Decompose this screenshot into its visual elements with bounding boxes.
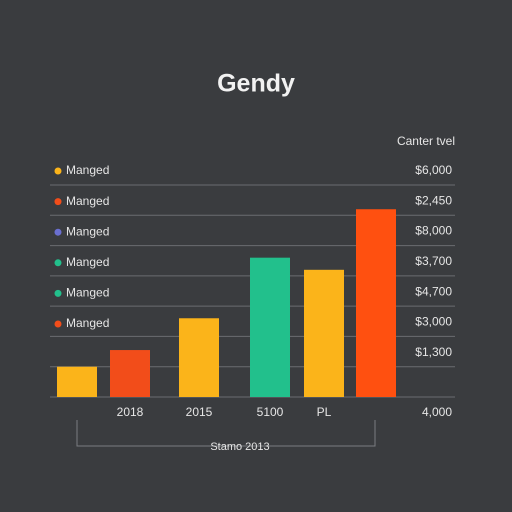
y-tick-label: $8,000: [415, 224, 452, 238]
y-tick-label: $3,000: [415, 315, 452, 329]
y-tick-label: $4,700: [415, 284, 452, 298]
legend-marker: [54, 198, 62, 206]
x-tick-label: 5100: [257, 405, 284, 419]
chart-title: Gendy: [217, 70, 295, 98]
bar: [57, 366, 97, 397]
y-tick-label: 4,000: [422, 405, 452, 419]
y-axis-label: Canter tvel: [397, 134, 455, 148]
bar: [250, 257, 290, 397]
legend-label: Manged: [66, 163, 109, 177]
y-tick-label: $6,000: [415, 163, 452, 177]
bar: [110, 350, 150, 397]
x-tick-label: 2015: [186, 405, 213, 419]
bar: [356, 209, 396, 397]
legend-marker: [54, 167, 62, 175]
x-tick-label: 2018: [117, 405, 144, 419]
y-tick-label: $1,300: [415, 345, 452, 359]
legend-marker: [54, 228, 62, 236]
bar: [179, 318, 219, 397]
legend-label: Manged: [66, 255, 109, 269]
bar: [304, 269, 344, 397]
legend-marker: [54, 289, 62, 297]
bracket: [76, 420, 376, 447]
legend-marker: [54, 320, 62, 328]
y-tick-label: $2,450: [415, 193, 452, 207]
x-axis-label: Stamo 2013: [210, 441, 269, 453]
legend-label: Manged: [66, 224, 109, 238]
legend-marker: [54, 259, 62, 267]
x-tick-label: PL: [317, 405, 332, 419]
y-tick-label: $3,700: [415, 254, 452, 268]
legend-label: Manged: [66, 194, 109, 208]
legend-label: Manged: [66, 316, 109, 330]
legend-label: Manged: [66, 286, 109, 300]
